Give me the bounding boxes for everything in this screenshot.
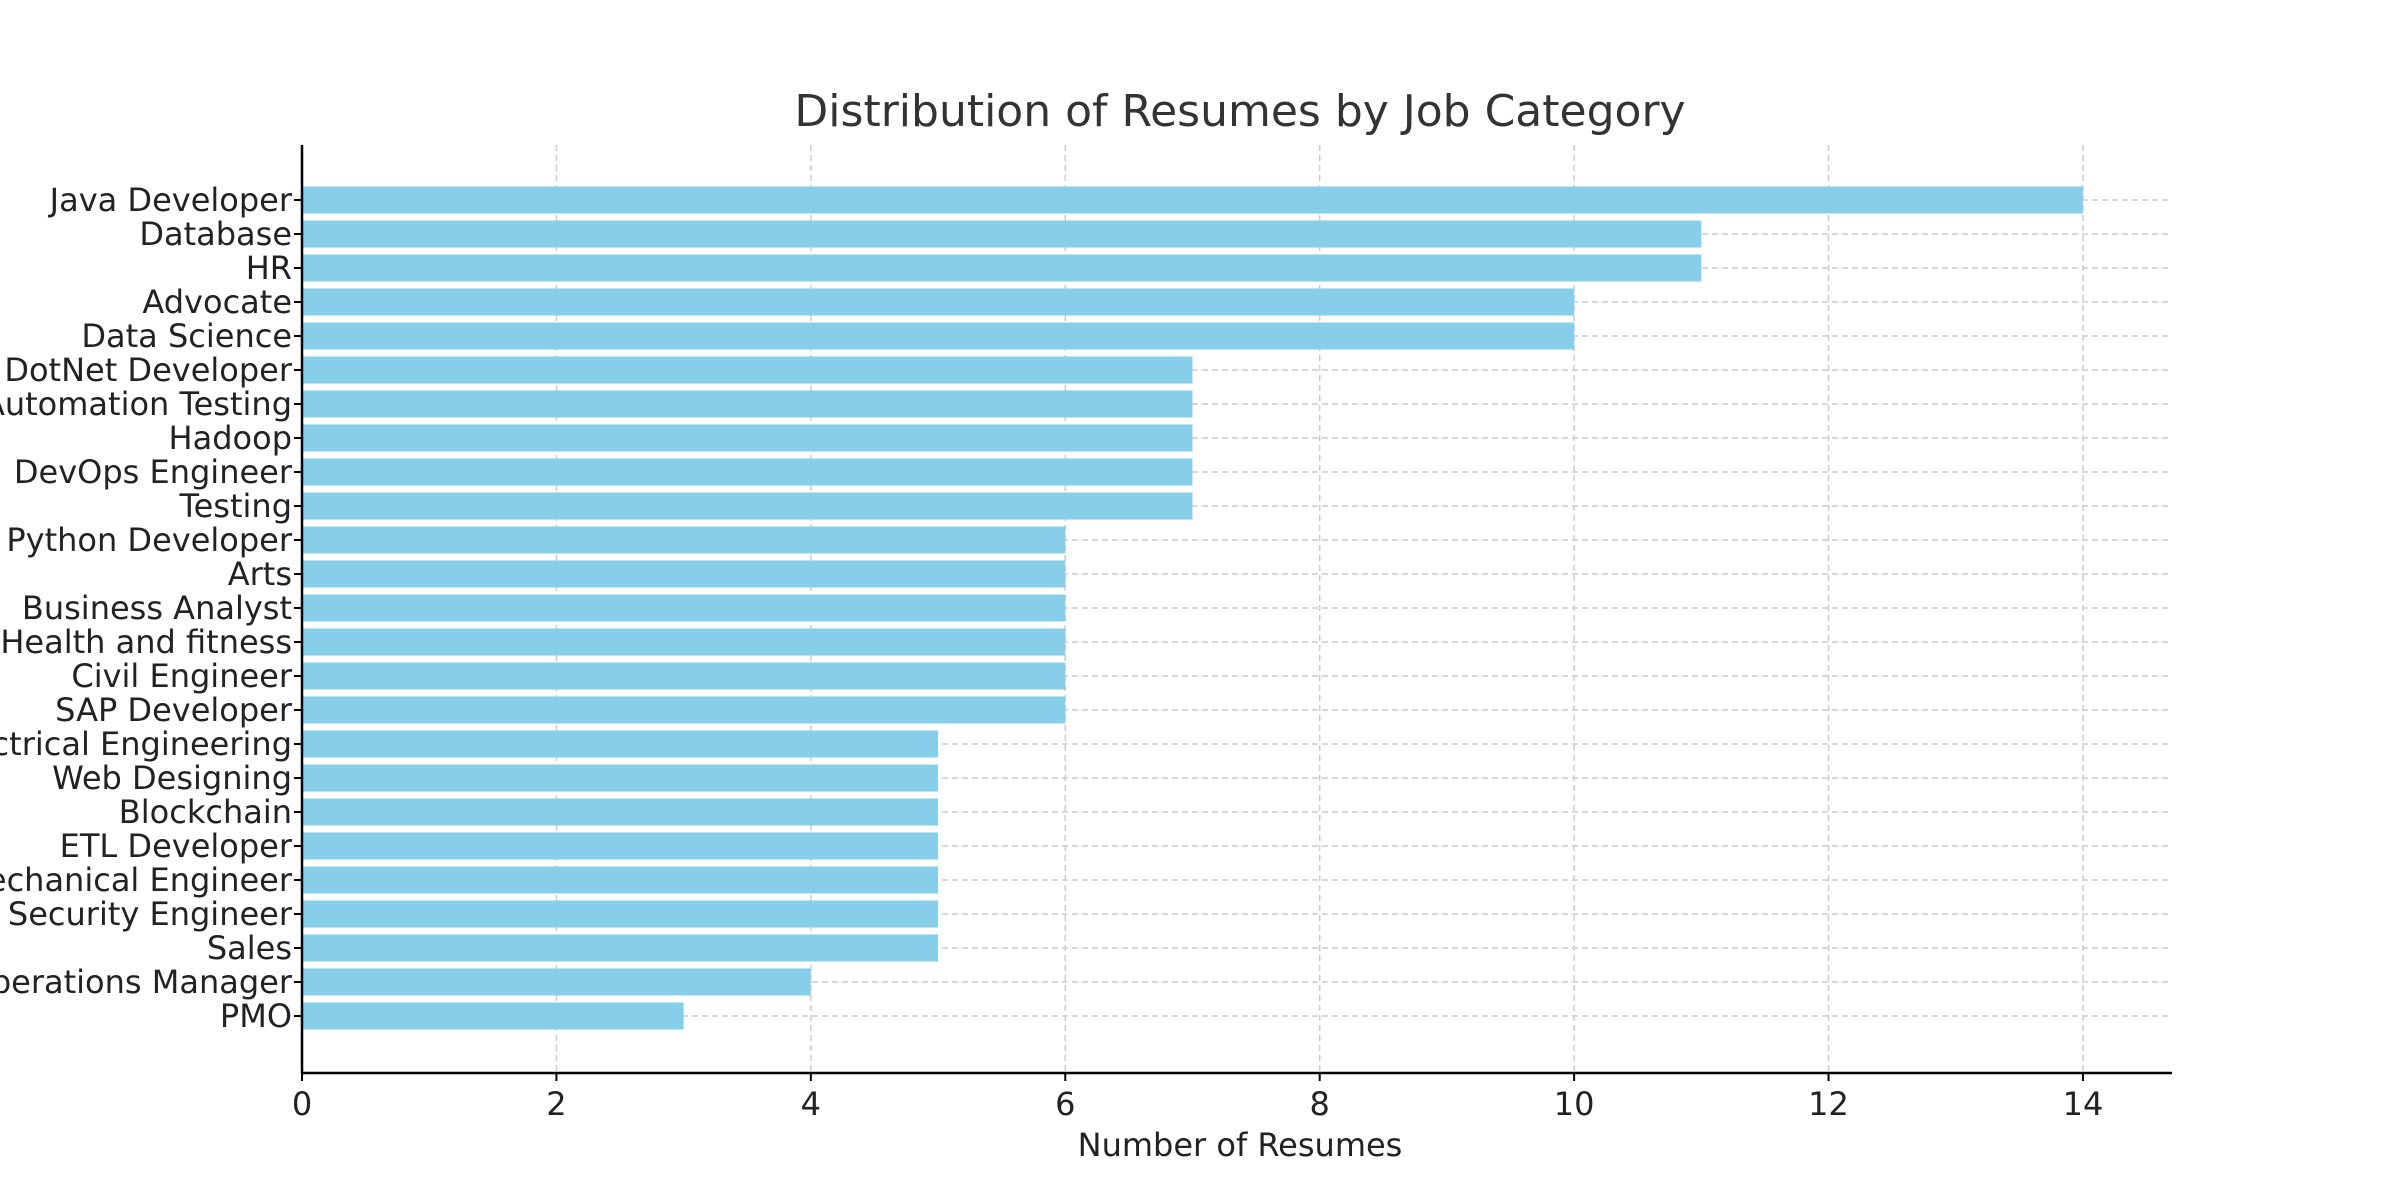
bar [302, 628, 1066, 656]
y-tick-label: ETL Developer [60, 827, 293, 865]
y-tick-label: Data Science [81, 317, 292, 355]
bar [302, 492, 1193, 520]
bar [302, 900, 939, 928]
y-tick-label: Health and fitness [0, 623, 292, 661]
y-tick-label: Electrical Engineering [0, 725, 292, 763]
y-tick-label: Hadoop [169, 419, 292, 457]
y-tick-label: Testing [179, 487, 293, 525]
bar [302, 594, 1066, 622]
bar [302, 832, 939, 860]
x-tick-label: 0 [292, 1085, 312, 1123]
x-tick-label: 8 [1310, 1085, 1330, 1123]
y-tick-label: Sales [207, 929, 292, 967]
y-tick-label: DotNet Developer [4, 351, 293, 389]
x-tick-label: 10 [1554, 1085, 1595, 1123]
bar [302, 764, 939, 792]
bar [302, 356, 1193, 384]
x-tick-labels: 0 2 4 6 8 10 12 14 [292, 1073, 2103, 1123]
bar [302, 424, 1193, 452]
y-tick-label: Civil Engineer [71, 657, 292, 695]
bar [302, 866, 939, 894]
bar [302, 696, 1066, 724]
y-tick-label: Business Analyst [22, 589, 292, 627]
y-tick-label: Network Security Engineer [0, 895, 293, 933]
bar [302, 390, 1193, 418]
bar [302, 458, 1193, 486]
y-tick-label: PMO [220, 997, 292, 1035]
y-tick-label: DevOps Engineer [14, 453, 293, 491]
y-tick-label: Arts [228, 555, 292, 593]
y-tick-label: Mechanical Engineer [0, 861, 293, 899]
bar [302, 1002, 684, 1030]
bar [302, 186, 2083, 214]
y-tick-label: Blockchain [119, 793, 292, 831]
bar [302, 934, 939, 962]
bar [302, 730, 939, 758]
y-tick-label: Operations Manager [0, 963, 293, 1001]
bar [302, 968, 811, 996]
y-tick-label: Automation Testing [0, 385, 292, 423]
y-tick-label: HR [246, 249, 292, 287]
bar [302, 560, 1066, 588]
bar [302, 220, 1702, 248]
y-tick-label: Web Designing [52, 759, 292, 797]
x-axis-label: Number of Resumes [1078, 1126, 1403, 1164]
x-tick-label: 6 [1055, 1085, 1075, 1123]
bar [302, 288, 1575, 316]
bar [302, 322, 1575, 350]
y-tick-label: SAP Developer [55, 691, 293, 729]
chart-title: Distribution of Resumes by Job Category [794, 86, 1685, 137]
y-tick-label: Python Developer [6, 521, 293, 559]
bar [302, 254, 1702, 282]
y-tick-label: Advocate [142, 283, 292, 321]
x-tick-label: 2 [546, 1085, 566, 1123]
x-tick-label: 4 [801, 1085, 821, 1123]
x-tick-label: 14 [2063, 1085, 2104, 1123]
x-tick-label: 12 [1808, 1085, 1849, 1123]
bar [302, 798, 939, 826]
bars-layer [302, 186, 2083, 1030]
bar [302, 526, 1066, 554]
bar [302, 662, 1066, 690]
y-tick-label: Java Developer [48, 181, 293, 219]
y-tick-label: Database [139, 215, 292, 253]
